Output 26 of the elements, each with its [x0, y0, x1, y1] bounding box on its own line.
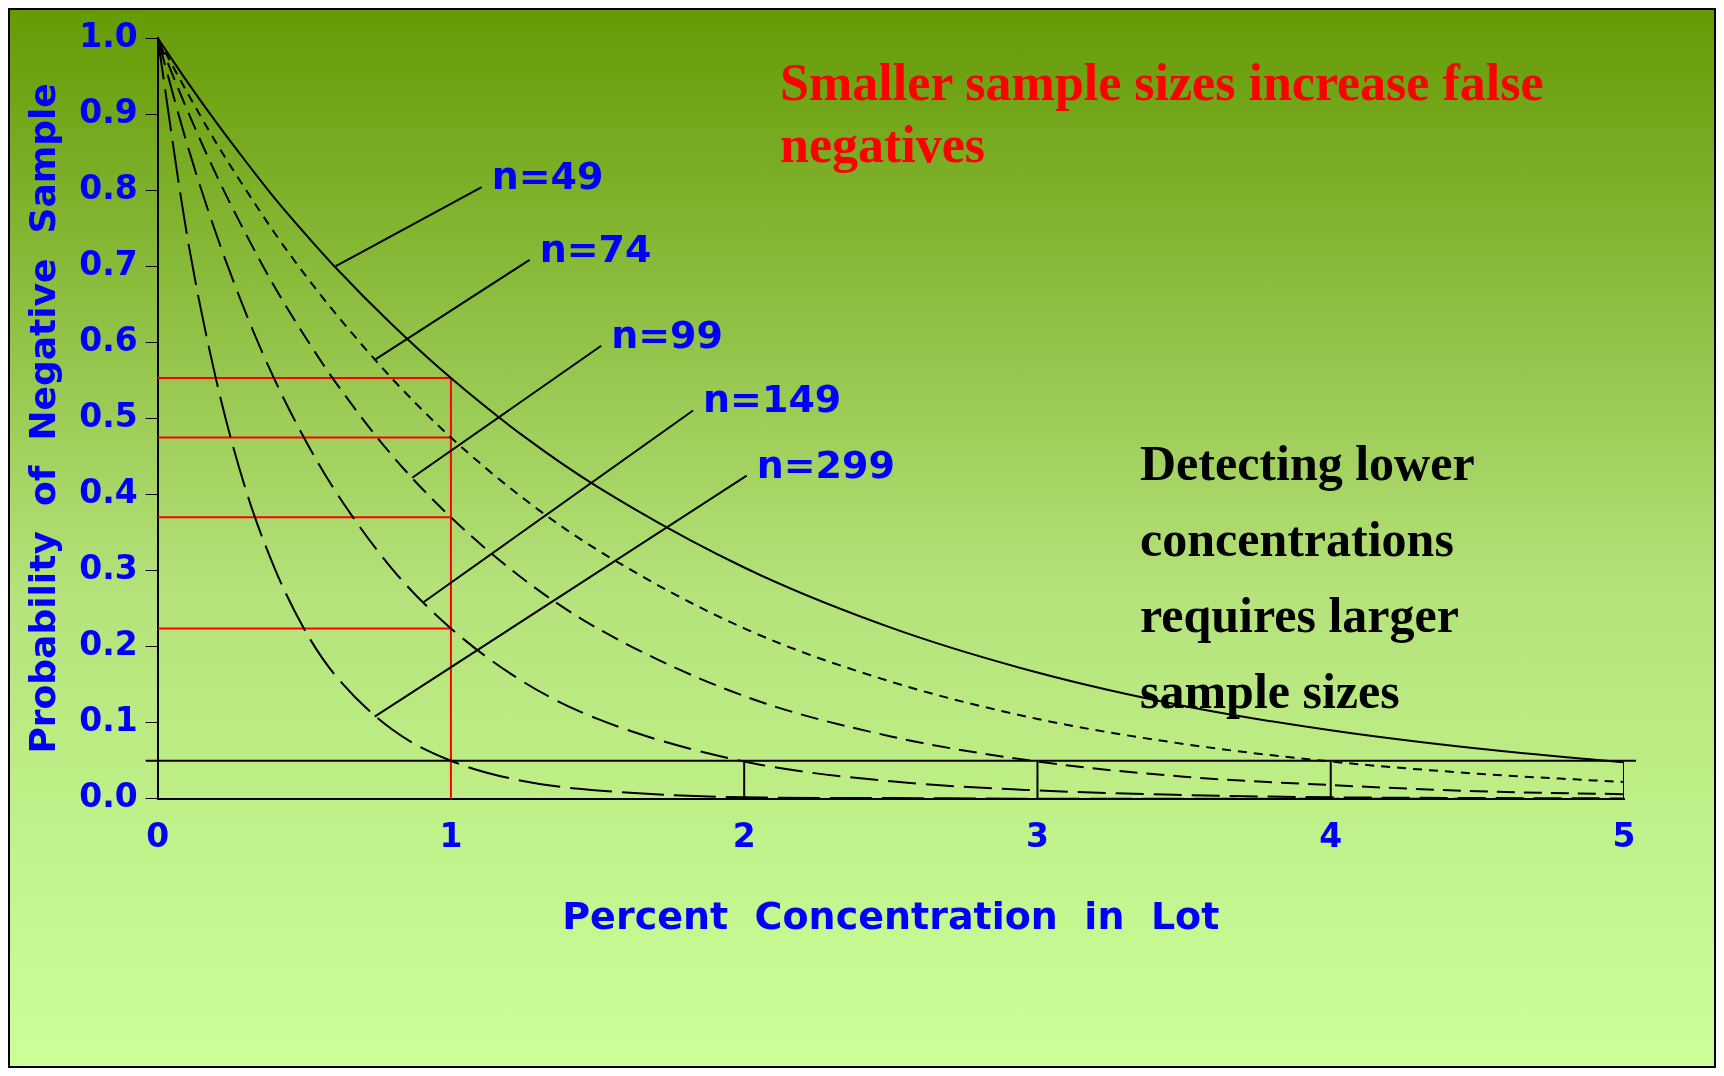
annotation: Smaller sample sizes increase false negatives	[780, 54, 1544, 173]
annotation: n=99	[611, 312, 723, 357]
annotation: n=74	[539, 226, 652, 271]
annotation: Detecting lower concentrations requires larger sample sizes	[1140, 435, 1475, 719]
y-tick-label: 0.2	[79, 624, 138, 664]
y-tick-label: 0.1	[79, 700, 138, 740]
y-tick-label: 0.4	[79, 472, 138, 512]
x-tick-label: 0	[146, 816, 170, 856]
x-tick-label: 2	[732, 816, 756, 856]
annotation: n=149	[703, 377, 842, 422]
y-tick-label: 0.3	[79, 548, 138, 588]
annotation: n=299	[756, 442, 895, 487]
y-tick-label: 0.9	[79, 91, 138, 131]
annotation: n=49	[491, 154, 604, 199]
y-tick-label: 0.7	[79, 243, 138, 283]
y-axis-title: Probability of Negative Sample	[21, 83, 63, 754]
y-tick-label: 0.5	[79, 395, 138, 435]
y-tick-label: 0.0	[79, 776, 138, 816]
x-axis-title: Percent Concentration in Lot	[562, 894, 1220, 939]
x-tick-label: 3	[1025, 816, 1049, 856]
x-tick-label: 5	[1612, 816, 1636, 856]
x-tick-label: 1	[439, 816, 463, 856]
y-tick-label: 0.6	[79, 319, 138, 359]
x-tick-label: 4	[1319, 816, 1343, 856]
y-tick-label: 0.8	[79, 167, 138, 207]
y-tick-label: 1.0	[79, 15, 138, 55]
